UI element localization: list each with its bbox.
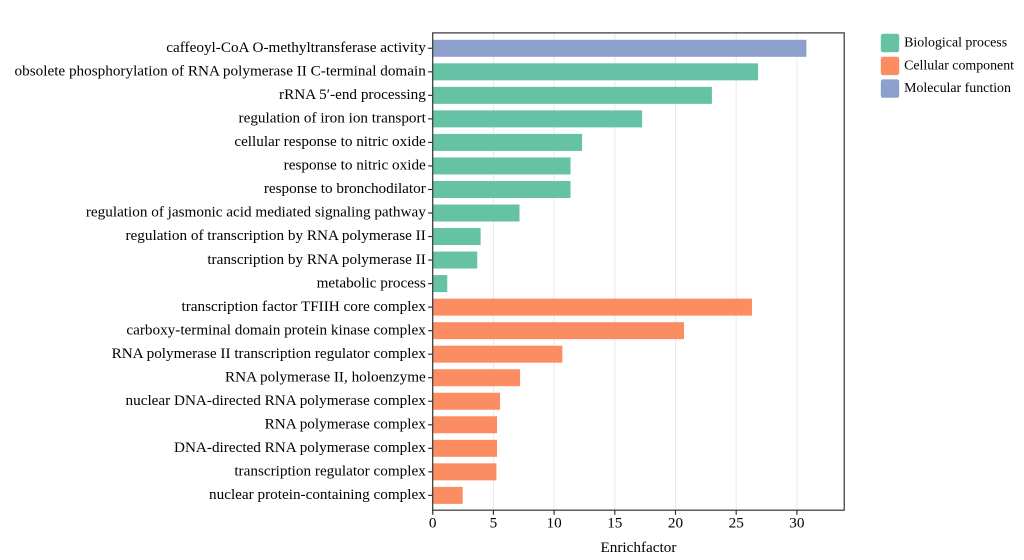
svg-text:Cellular component: Cellular component <box>904 58 1014 73</box>
svg-text:30: 30 <box>789 515 805 532</box>
svg-text:20: 20 <box>668 515 684 532</box>
svg-text:transcription regulator comple: transcription regulator complex <box>234 463 426 480</box>
svg-text:regulation of iron ion transpo: regulation of iron ion transport <box>239 110 427 127</box>
svg-text:nuclear protein-containing com: nuclear protein-containing complex <box>209 486 426 503</box>
svg-text:10: 10 <box>547 515 563 532</box>
svg-text:Molecular function: Molecular function <box>904 81 1011 96</box>
svg-text:25: 25 <box>729 515 744 532</box>
svg-text:RNA polymerase II transcriptio: RNA polymerase II transcription regulato… <box>112 345 427 362</box>
svg-text:15: 15 <box>607 515 622 532</box>
svg-text:RNA polymerase II, holoenzyme: RNA polymerase II, holoenzyme <box>225 368 426 385</box>
svg-text:regulation of transcription by: regulation of transcription by RNA polym… <box>125 227 425 244</box>
svg-text:DNA-directed RNA polymerase co: DNA-directed RNA polymerase complex <box>174 439 426 456</box>
svg-text:obsolete phosphorylation of RN: obsolete phosphorylation of RNA polymera… <box>15 63 427 80</box>
svg-text:caffeoyl-CoA O-methyltransfera: caffeoyl-CoA O-methyltransferase activit… <box>166 39 426 56</box>
svg-text:response to bronchodilator: response to bronchodilator <box>264 180 426 197</box>
svg-text:response to nitric oxide: response to nitric oxide <box>284 157 426 174</box>
svg-text:regulation of jasmonic acid me: regulation of jasmonic acid mediated sig… <box>86 204 426 221</box>
svg-text:nuclear DNA-directed RNA polym: nuclear DNA-directed RNA polymerase comp… <box>126 392 427 409</box>
svg-text:cellular response to nitric ox: cellular response to nitric oxide <box>234 133 426 150</box>
svg-text:RNA polymerase complex: RNA polymerase complex <box>265 415 427 432</box>
svg-text:transcription by RNA polymeras: transcription by RNA polymerase II <box>207 251 425 268</box>
svg-text:carboxy-terminal domain protei: carboxy-terminal domain protein kinase c… <box>126 321 426 338</box>
svg-text:Enrichfactor: Enrichfactor <box>600 539 676 556</box>
svg-text:0: 0 <box>429 515 437 532</box>
svg-text:metabolic process: metabolic process <box>317 274 426 291</box>
svg-text:5: 5 <box>490 515 498 532</box>
svg-text:rRNA 5′-end processing: rRNA 5′-end processing <box>279 86 426 103</box>
svg-text:transcription factor TFIIH cor: transcription factor TFIIH core complex <box>181 298 426 315</box>
svg-text:Biological process: Biological process <box>904 36 1007 51</box>
